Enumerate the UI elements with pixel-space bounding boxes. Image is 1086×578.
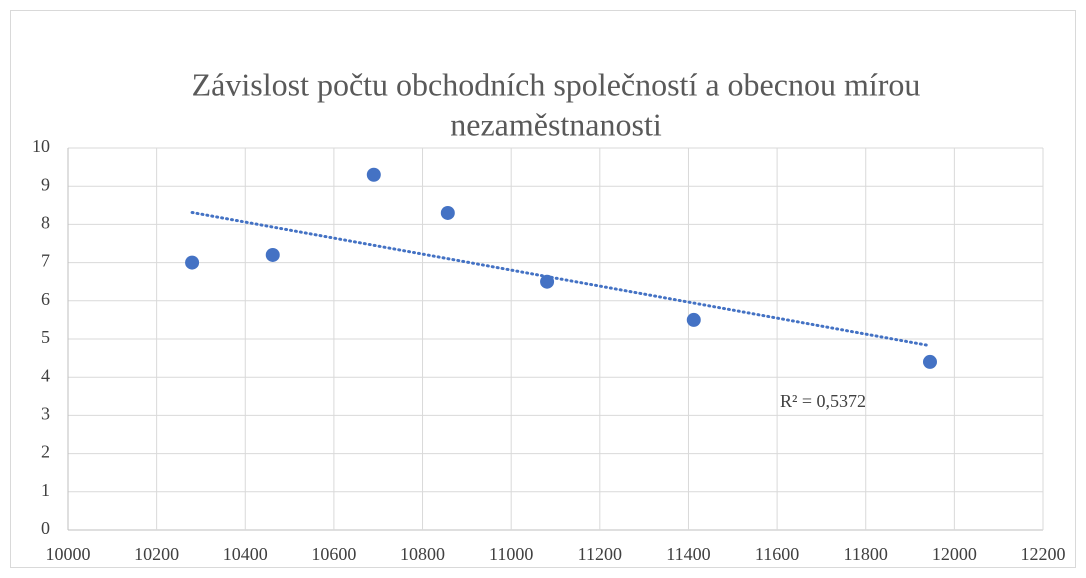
chart-border bbox=[10, 10, 1076, 568]
point bbox=[366, 167, 381, 182]
chart-title: Závislost počtu obchodních společností a… bbox=[192, 66, 921, 102]
y-tick-label: 4 bbox=[41, 365, 50, 385]
y-tick-label: 3 bbox=[41, 404, 50, 424]
y-tick-label: 0 bbox=[41, 518, 50, 538]
point bbox=[265, 247, 280, 262]
y-tick-label: 6 bbox=[41, 289, 50, 309]
point bbox=[686, 312, 701, 327]
y-tick-label: 7 bbox=[41, 251, 50, 271]
trendline bbox=[190, 210, 932, 348]
x-tick-label: 11200 bbox=[578, 544, 622, 564]
x-tick-label: 12200 bbox=[1021, 544, 1066, 564]
point bbox=[440, 205, 455, 220]
x-tick-label: 10000 bbox=[46, 544, 91, 564]
y-tick-label: 5 bbox=[41, 327, 50, 347]
x-tick-label: 10600 bbox=[311, 544, 356, 564]
x-tick-label: 11000 bbox=[489, 544, 533, 564]
x-tick-label: 11600 bbox=[755, 544, 799, 564]
point bbox=[922, 354, 937, 369]
x-tick-label: 10400 bbox=[223, 544, 268, 564]
y-tick-label: 1 bbox=[41, 480, 50, 500]
annotation: R² = 0,5372 bbox=[780, 391, 866, 411]
y-tick-label: 2 bbox=[41, 442, 50, 462]
x-tick-label: 11800 bbox=[844, 544, 888, 564]
x-tick-label: 11400 bbox=[666, 544, 710, 564]
y-tick-label: 10 bbox=[32, 136, 50, 156]
x-tick-label: 10200 bbox=[134, 544, 179, 564]
y-tick-label: 8 bbox=[41, 213, 50, 233]
y-tick-label: 9 bbox=[41, 174, 50, 194]
chart-title: nezaměstnanosti bbox=[450, 106, 662, 142]
point bbox=[540, 274, 555, 289]
x-tick-label: 12000 bbox=[932, 544, 977, 564]
x-tick-label: 10800 bbox=[400, 544, 445, 564]
point bbox=[185, 255, 200, 270]
